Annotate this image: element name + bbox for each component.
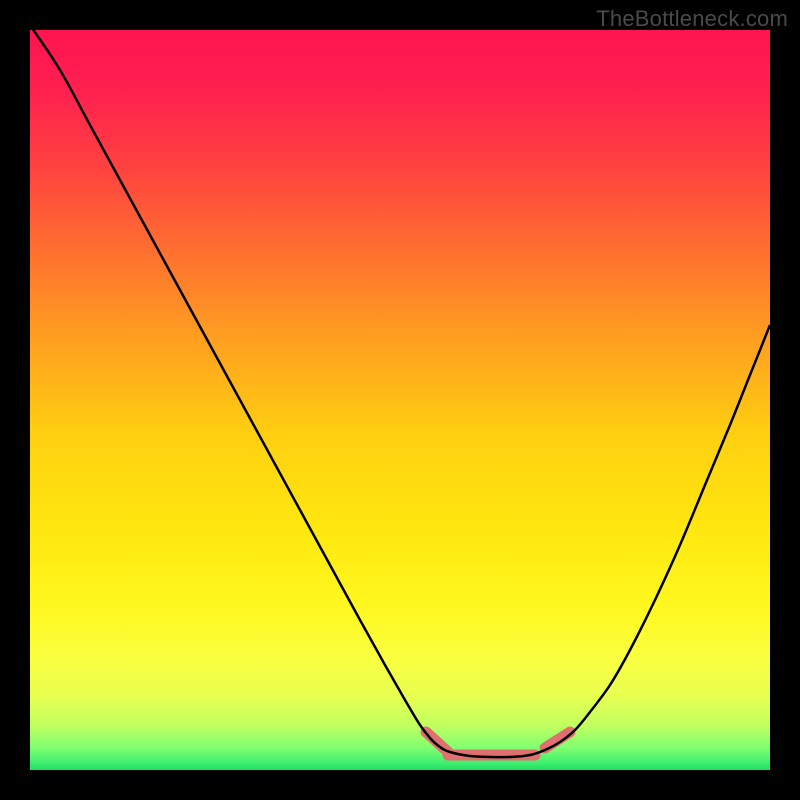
chart-curve-layer — [30, 30, 770, 770]
bottleneck-curve — [30, 30, 770, 757]
bottleneck-chart — [30, 30, 770, 770]
watermark-text: TheBottleneck.com — [596, 6, 788, 32]
